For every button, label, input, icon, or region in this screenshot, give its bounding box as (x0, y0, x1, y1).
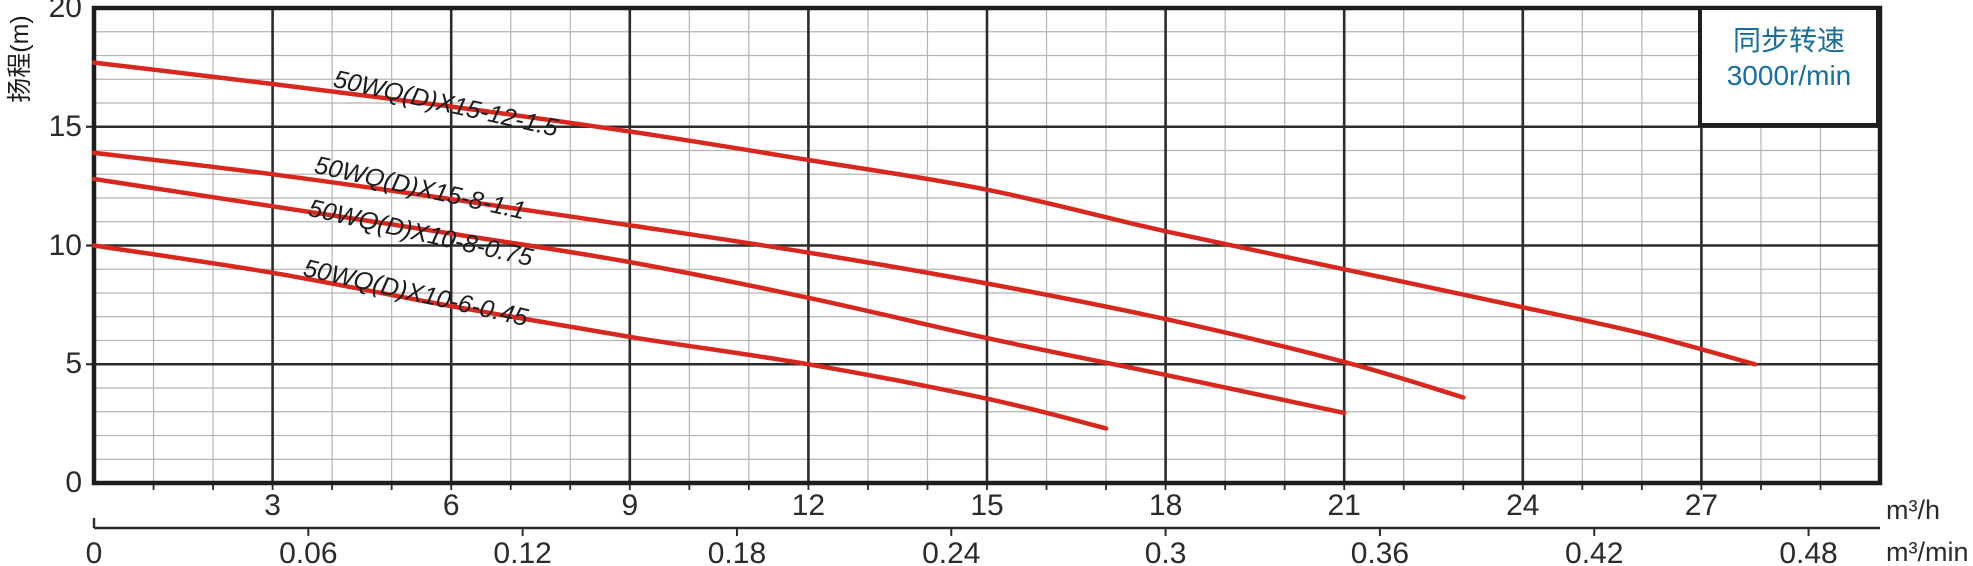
y-tick-label: 20 (48, 0, 82, 24)
x-axis-unit-m3min: m³/min (1886, 537, 1969, 566)
legend-box: 同步转速 3000r/min (1698, 6, 1880, 127)
x-tick-label-m3h: 3 (264, 489, 281, 522)
x-tick-label-m3h: 12 (791, 489, 826, 522)
y-tick-label: 15 (48, 109, 82, 143)
legend-speed-value: 3000r/min (1726, 60, 1852, 91)
pump-curve (91, 243, 1109, 431)
x-tick-label-m3h: 6 (442, 489, 460, 522)
pump-curve (91, 60, 1758, 367)
x-tick-label-m3h: 9 (621, 489, 639, 522)
x-tick-label-m3min: 0.42 (1565, 537, 1624, 566)
x-tick-label-m3min: 0.12 (493, 537, 552, 566)
y-tick-label: 10 (48, 228, 82, 262)
legend-speed-label: 同步转速 (1732, 25, 1845, 56)
x-tick-label-m3min: 0.3 (1144, 537, 1187, 566)
pump-curve (91, 176, 1347, 416)
x-tick-label-m3h: 21 (1327, 489, 1361, 522)
x-tick-label-m3h: 27 (1684, 489, 1719, 522)
x-tick-label-m3min: 0.36 (1350, 537, 1410, 566)
x-tick-label-m3min: 0 (85, 537, 103, 566)
x-tick-label-m3h: 15 (970, 489, 1004, 522)
x-tick-label-m3min: 0.48 (1779, 537, 1838, 566)
x-axis-unit-m3h: m³/h (1886, 495, 1940, 525)
x-tick-label-m3min: 0.18 (707, 537, 767, 566)
x-tick-label-m3h: 18 (1148, 489, 1183, 522)
x-tick-label-m3min: 0.24 (922, 537, 981, 566)
x-tick-label-m3h: 24 (1506, 489, 1540, 522)
y-tick-label: 5 (65, 347, 82, 381)
pump-curve (91, 150, 1466, 400)
x-tick-label-m3min: 0.06 (279, 537, 338, 566)
y-tick-label: 0 (65, 466, 82, 499)
